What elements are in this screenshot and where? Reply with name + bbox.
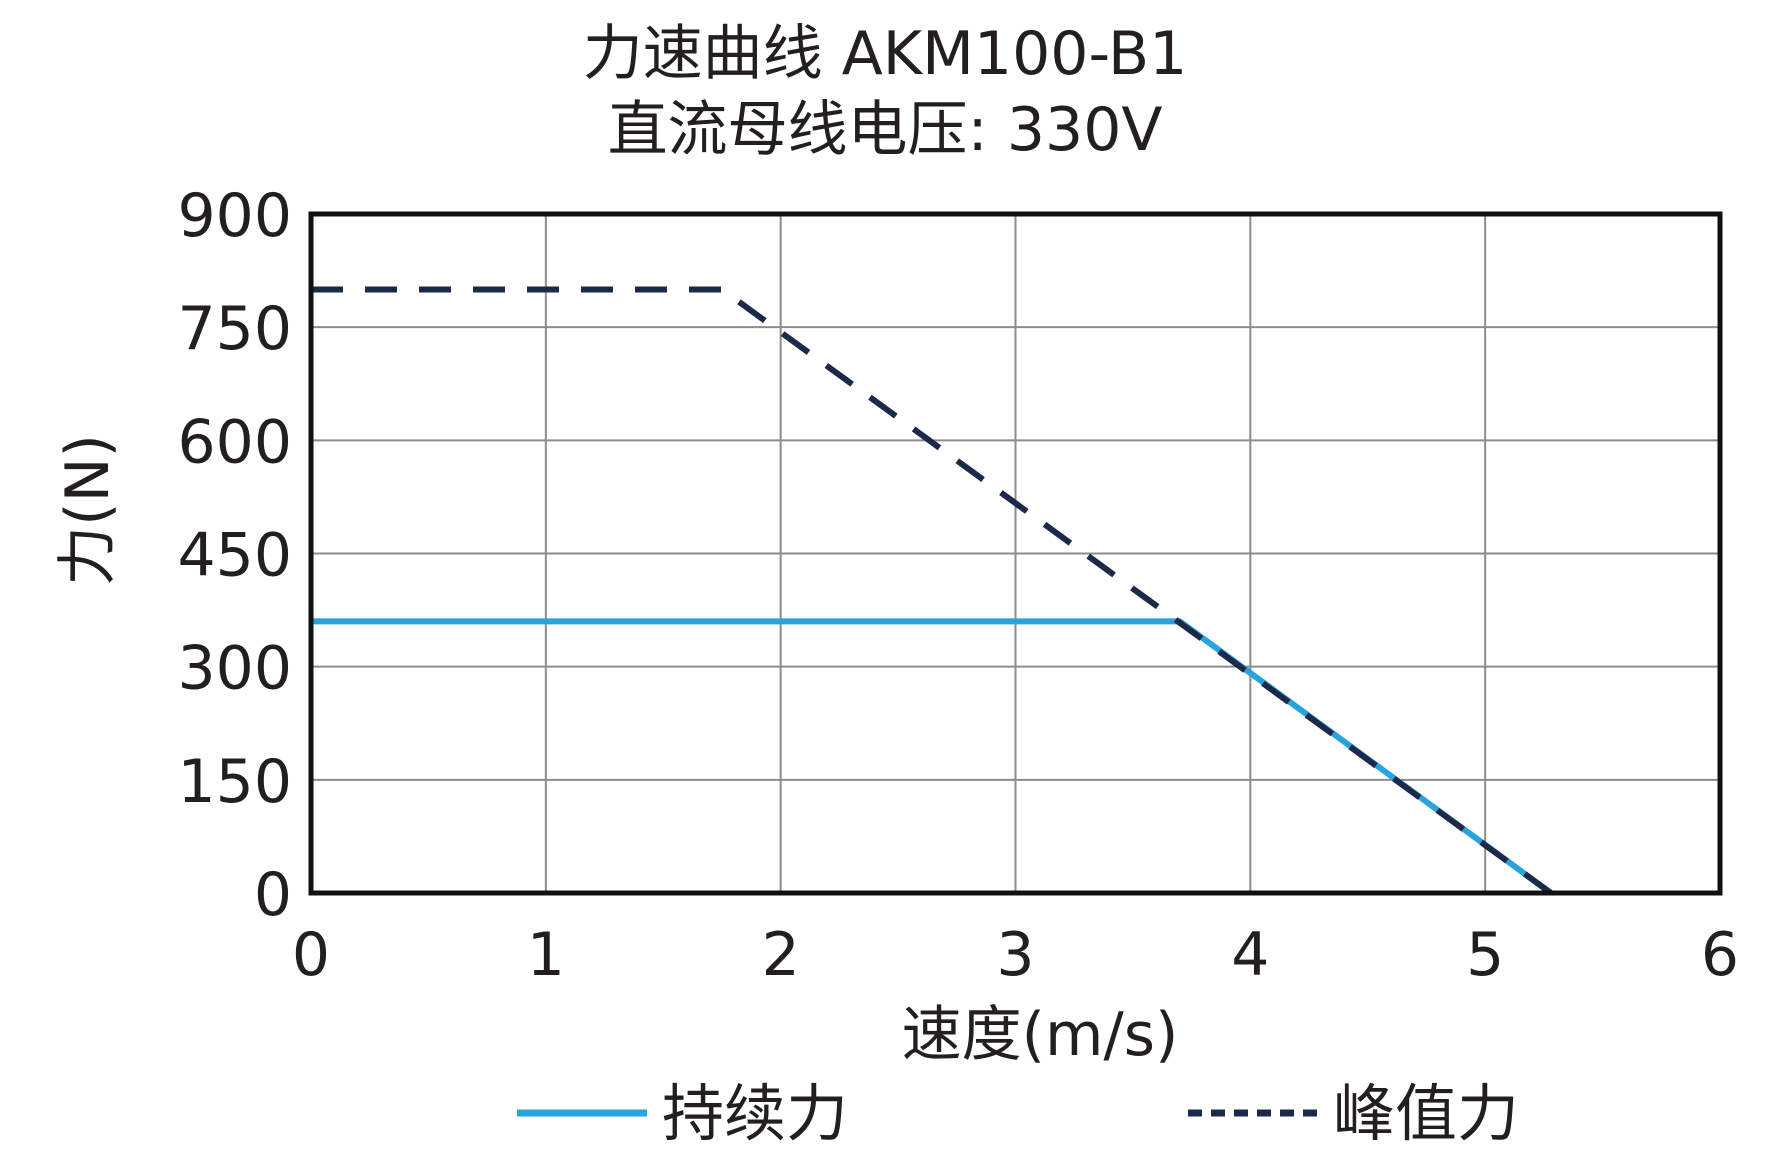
chart-title: 力速曲线 AKM100-B1 <box>583 19 1188 89</box>
x-tick-label: 0 <box>292 920 330 990</box>
y-tick-label: 0 <box>254 860 292 930</box>
y-tick-label: 450 <box>177 521 292 591</box>
y-tick-label: 150 <box>177 747 292 817</box>
x-tick-label: 3 <box>996 920 1034 990</box>
y-tick-label: 900 <box>177 181 292 251</box>
y-axis-ticks: 0 150 300 450 600 750 900 <box>177 181 292 930</box>
x-tick-label: 4 <box>1231 920 1269 990</box>
y-tick-label: 300 <box>177 634 292 704</box>
x-tick-label: 2 <box>762 920 800 990</box>
x-axis-label: 速度(m/s) <box>902 1000 1179 1070</box>
chart-subtitle: 直流母线电压: 330V <box>608 95 1163 165</box>
grid-lines <box>310 213 1721 894</box>
y-axis-label: 力(N) <box>53 434 123 586</box>
legend-label-2: 峰值力 <box>1333 1077 1519 1150</box>
series-line-2 <box>311 286 1553 896</box>
y-tick-label: 750 <box>177 294 292 364</box>
plot-frame <box>308 211 1723 896</box>
x-tick-label: 6 <box>1701 920 1739 990</box>
y-tick-label: 600 <box>177 407 292 477</box>
legend: 持续力 峰值力 <box>517 1077 1519 1150</box>
legend-label-1: 持续力 <box>662 1077 848 1150</box>
series-lines <box>311 286 1553 896</box>
x-axis-ticks: 0 1 2 3 4 5 6 <box>292 920 1739 990</box>
x-tick-label: 5 <box>1466 920 1504 990</box>
x-tick-label: 1 <box>527 920 565 990</box>
